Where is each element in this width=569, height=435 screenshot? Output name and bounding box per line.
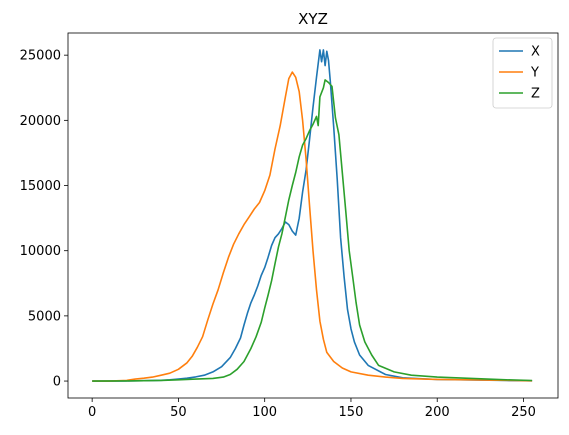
plot-area [92,49,533,382]
legend-label-z: Z [531,87,540,102]
legend: XYZ [492,37,553,109]
series-line-z [92,79,533,382]
y-tick-label: 20000 [20,114,61,129]
y-tick-label: 5000 [28,309,61,324]
x-tick-label: 150 [339,405,364,420]
series-line-x [92,49,533,382]
axes-frame [67,32,559,399]
y-tick-label: 10000 [20,244,61,259]
legend-box [492,37,553,109]
legend-label-x: X [531,45,540,60]
y-tick-label: 15000 [20,179,61,194]
legend-label-y: Y [530,66,539,81]
series-line-y [92,71,533,382]
y-tick-label: 25000 [20,49,61,64]
x-tick-label: 250 [511,405,536,420]
x-axis: 0 50 100 150 200 250 [88,398,536,420]
x-tick-label: 0 [88,405,96,420]
y-tick-label: 0 [53,375,61,390]
chart-title: XYZ [298,10,328,28]
x-tick-label: 50 [170,405,187,420]
x-tick-label: 200 [425,405,450,420]
x-tick-label: 100 [252,405,277,420]
y-axis: 0 5000 10000 15000 20000 25000 [20,49,68,390]
